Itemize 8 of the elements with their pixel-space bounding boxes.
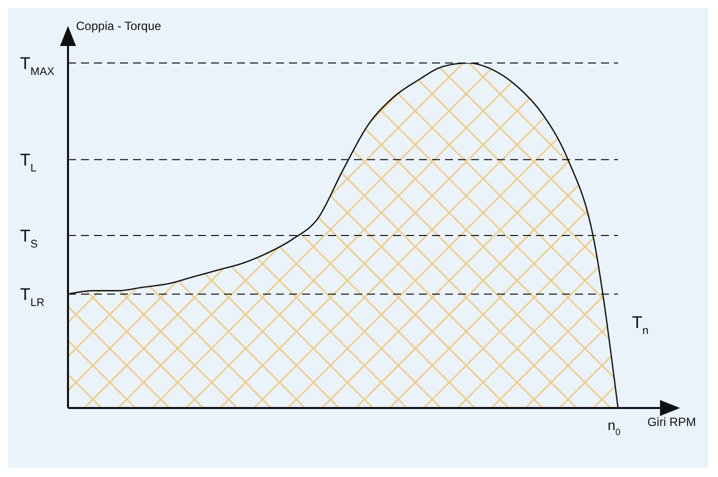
text: T$_{n}$ (632, 313, 649, 337)
x-axis-title: Giri RPM (647, 415, 696, 429)
ref-line-label: T$_{MAX}$ (20, 54, 55, 78)
ref-line-label: T$_{S}$ (20, 226, 38, 250)
text: n$_{0}$ (608, 417, 620, 437)
ref-line-label: T$_{L}$ (20, 150, 37, 175)
ref-line-label: T$_{LR}$ (20, 285, 45, 310)
y-axis-title: Coppia - Torque (76, 19, 162, 33)
